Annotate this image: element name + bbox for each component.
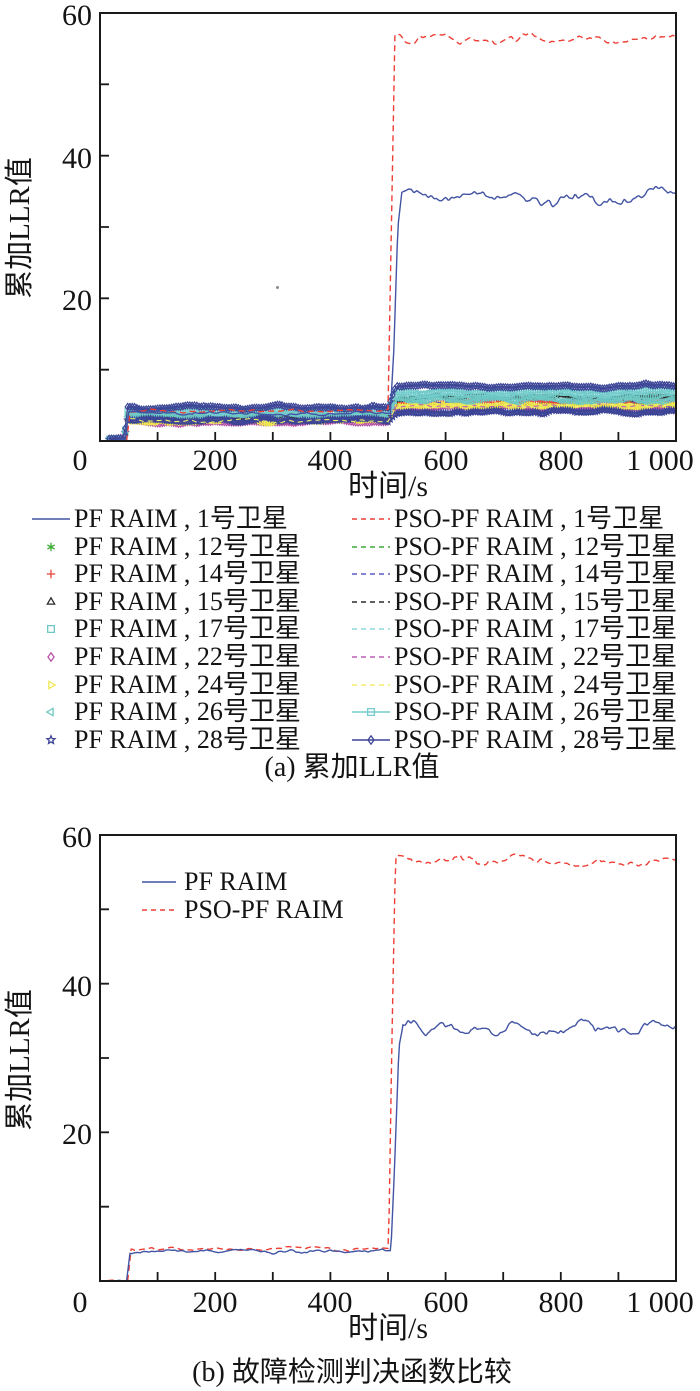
legend-item-pso-pf-raim-sat-7: PSO-PF RAIM , 26号卫星 bbox=[350, 697, 677, 727]
legend-label: PF RAIM , 1号卫星 bbox=[74, 504, 288, 533]
legend-line-swatch-icon bbox=[350, 538, 392, 556]
chart-b-xtick-0: 0 bbox=[72, 1286, 88, 1319]
legend-item-pso-pf-raim-sat-2: PSO-PF RAIM , 14号卫星 bbox=[350, 559, 677, 589]
legend-label: PF RAIM bbox=[184, 867, 288, 896]
legend-item-pso-pf-raim-sat-5: PSO-PF RAIM , 22号卫星 bbox=[350, 642, 677, 672]
legend-square-marker-icon bbox=[350, 703, 392, 721]
legend-item-pso-pf-raim-sat-8: PSO-PF RAIM , 28号卫星 bbox=[350, 725, 677, 755]
chart-b-x-axis-label: 时间/s bbox=[347, 1312, 429, 1345]
chart-a-y-axis-label: 累加LLR值 bbox=[4, 157, 36, 299]
legend-label: PF RAIM , 24号卫星 bbox=[74, 670, 301, 699]
legend-label: PSO-PF RAIM bbox=[184, 895, 344, 924]
legend-square-marker-icon bbox=[30, 620, 72, 638]
legend-line-swatch-icon bbox=[350, 676, 392, 694]
legend-item-pso-pf-raim-sat-4: PSO-PF RAIM , 17号卫星 bbox=[350, 614, 677, 644]
chart-b-xtick-400: 400 bbox=[307, 1286, 353, 1319]
chart-a-ytick-20: 20 bbox=[62, 284, 92, 317]
stray-mark bbox=[276, 286, 279, 289]
legend-line-swatch-icon bbox=[30, 510, 72, 528]
chart-b-xtick-800: 800 bbox=[538, 1286, 584, 1319]
legend-item-pf-raim-sat-6: PF RAIM , 24号卫星 bbox=[30, 670, 301, 700]
legend-diamond-marker-icon bbox=[350, 731, 392, 749]
legend-line-swatch-icon bbox=[350, 648, 392, 666]
chart-b-ytick-20: 20 bbox=[62, 1118, 92, 1151]
legend-label: PSO-PF RAIM , 1号卫星 bbox=[394, 504, 665, 533]
legend-item-pso-pf-raim-sat-3: PSO-PF RAIM , 15号卫星 bbox=[350, 587, 677, 617]
legend-line-swatch-icon bbox=[350, 565, 392, 583]
legend-line-swatch-icon bbox=[350, 593, 392, 611]
legend-item-pf-raim-sat-5: PF RAIM , 22号卫星 bbox=[30, 642, 301, 672]
chart-b-ytick-40: 40 bbox=[62, 970, 92, 1003]
legend-star-marker-icon bbox=[30, 538, 72, 556]
chart-a-xtick-400: 400 bbox=[307, 444, 353, 477]
chart-a-xtick-200: 200 bbox=[192, 444, 238, 477]
legend-label: PF RAIM , 22号卫星 bbox=[74, 642, 301, 671]
chart-a-caption: (a) 累加LLR值 bbox=[264, 752, 440, 783]
legend-label: PSO-PF RAIM , 12号卫星 bbox=[394, 532, 678, 561]
legend-item-pso-pf-raim-sat-0: PSO-PF RAIM , 1号卫星 bbox=[350, 504, 664, 534]
legend-label: PF RAIM , 26号卫星 bbox=[74, 697, 301, 726]
legend-label: PSO-PF RAIM , 26号卫星 bbox=[394, 697, 678, 726]
chart-a-ytick-60: 60 bbox=[62, 0, 92, 32]
chart-a-x-axis-label: 时间/s bbox=[347, 470, 429, 503]
legend-item-pso-pf-raim-sat-1: PSO-PF RAIM , 12号卫星 bbox=[350, 532, 677, 562]
legend-diamond-marker-icon bbox=[30, 648, 72, 666]
legend-line-swatch-icon bbox=[140, 901, 178, 919]
legend-label: PSO-PF RAIM , 28号卫星 bbox=[394, 725, 678, 754]
chart-b-y-axis-label: 累加LLR值 bbox=[4, 989, 36, 1131]
legend-item-pf-raim: PF RAIM bbox=[140, 867, 287, 897]
legend-label: PSO-PF RAIM , 15号卫星 bbox=[394, 587, 678, 616]
legend-label: PSO-PF RAIM , 14号卫星 bbox=[394, 559, 678, 588]
legend-tri-right-marker-icon bbox=[30, 676, 72, 694]
legend-pentagram-marker-icon bbox=[30, 731, 72, 749]
chart-b-xtick-200: 200 bbox=[192, 1286, 238, 1319]
legend-line-swatch-icon bbox=[350, 620, 392, 638]
legend-item-pf-raim-sat-2: PF RAIM , 14号卫星 bbox=[30, 559, 301, 589]
legend-label: PF RAIM , 17号卫星 bbox=[74, 614, 301, 643]
legend-label: PSO-PF RAIM , 24号卫星 bbox=[394, 670, 678, 699]
legend-item-pso-pf-raim-sat-6: PSO-PF RAIM , 24号卫星 bbox=[350, 670, 677, 700]
legend-item-pf-raim-sat-7: PF RAIM , 26号卫星 bbox=[30, 697, 301, 727]
chart-b-caption: (b) 故障检测判决函数比较 bbox=[192, 1357, 512, 1388]
legend-label: PSO-PF RAIM , 22号卫星 bbox=[394, 642, 678, 671]
legend-label: PF RAIM , 15号卫星 bbox=[74, 587, 301, 616]
legend-label: PF RAIM , 12号卫星 bbox=[74, 532, 301, 561]
chart-b-xtick-1000: 1 000 bbox=[626, 1286, 694, 1319]
legend-tri-up-marker-icon bbox=[30, 593, 72, 611]
chart-a-xtick-600: 600 bbox=[423, 444, 469, 477]
legend-label: PF RAIM , 14号卫星 bbox=[74, 559, 301, 588]
chart-b-ytick-60: 60 bbox=[62, 821, 92, 854]
chart-a-ytick-40: 40 bbox=[62, 142, 92, 175]
chart-a-xtick-1000: 1 000 bbox=[626, 444, 694, 477]
legend-item-pso-pf-raim: PSO-PF RAIM bbox=[140, 895, 344, 925]
legend-tri-left-marker-icon bbox=[30, 703, 72, 721]
legend-label: PSO-PF RAIM , 17号卫星 bbox=[394, 614, 678, 643]
legend-label: PF RAIM , 28号卫星 bbox=[74, 725, 301, 754]
chart-b-xtick-600: 600 bbox=[423, 1286, 469, 1319]
legend-item-pf-raim-sat-1: PF RAIM , 12号卫星 bbox=[30, 532, 301, 562]
legend-item-pf-raim-sat-0: PF RAIM , 1号卫星 bbox=[30, 504, 288, 534]
legend-plus-marker-icon bbox=[30, 565, 72, 583]
chart-a-xtick-800: 800 bbox=[538, 444, 584, 477]
legend-line-swatch-icon bbox=[140, 873, 178, 891]
chart-a-xtick-0: 0 bbox=[72, 444, 88, 477]
legend-item-pf-raim-sat-8: PF RAIM , 28号卫星 bbox=[30, 725, 301, 755]
legend-item-pf-raim-sat-3: PF RAIM , 15号卫星 bbox=[30, 587, 301, 617]
legend-line-swatch-icon bbox=[350, 510, 392, 528]
legend-item-pf-raim-sat-4: PF RAIM , 17号卫星 bbox=[30, 614, 301, 644]
